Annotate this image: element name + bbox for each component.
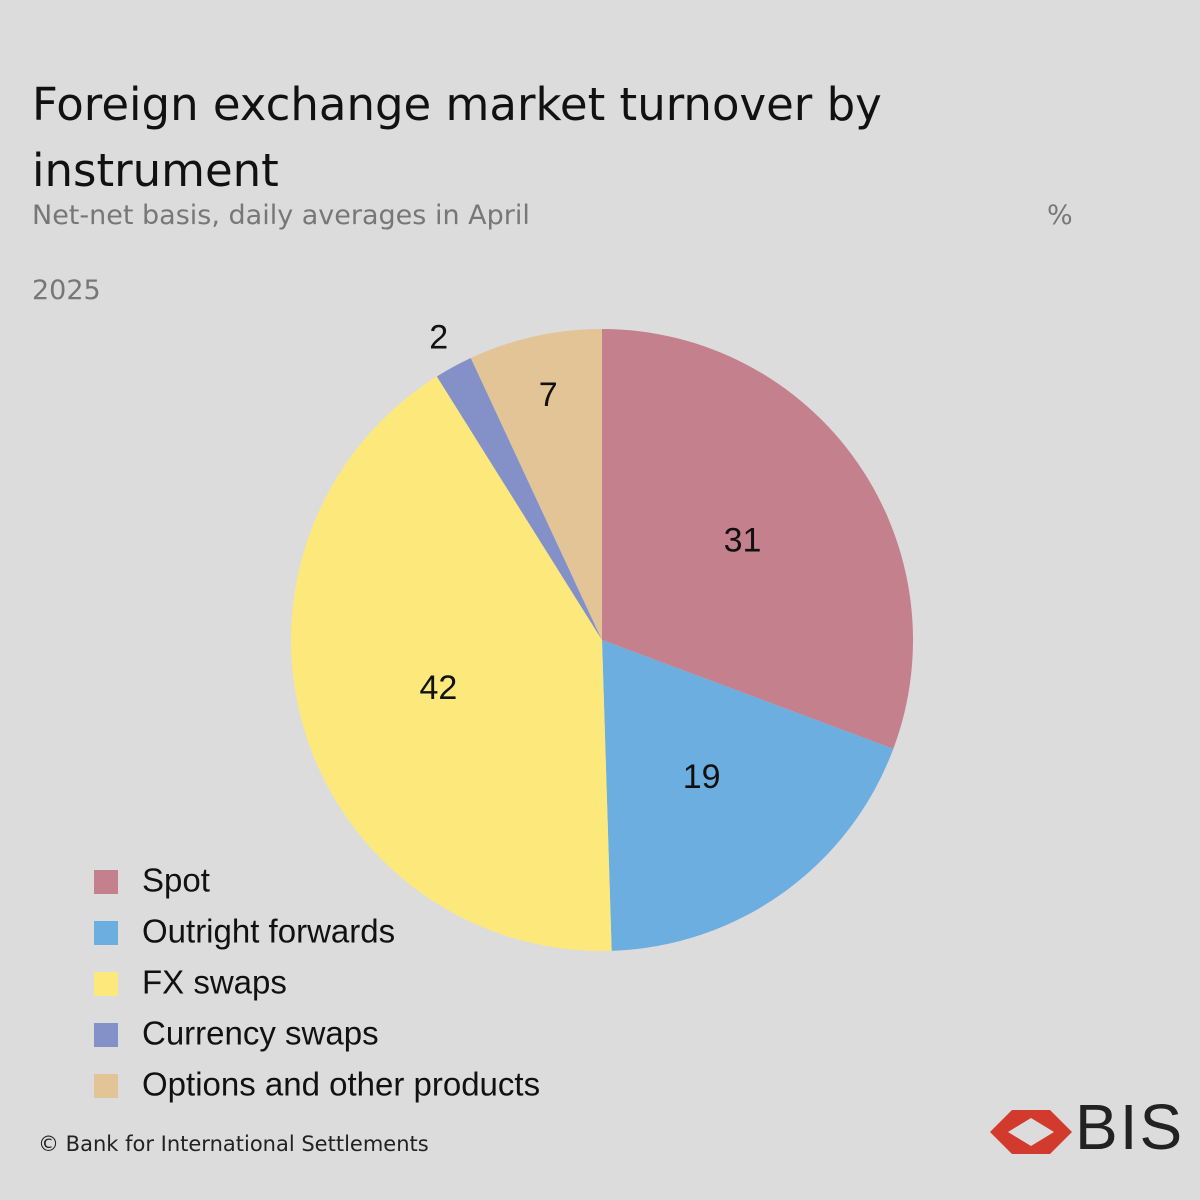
slice-label: 42: [419, 669, 457, 707]
period-label: 2025: [32, 275, 101, 306]
legend-swatch: [94, 921, 118, 945]
legend-label: Currency swaps: [142, 1015, 379, 1052]
slice-label: 7: [539, 376, 558, 414]
legend-label: Outright forwards: [142, 913, 395, 950]
legend-swatch: [94, 870, 118, 894]
logo-mark: [990, 1110, 1072, 1154]
legend-swatch: [94, 972, 118, 996]
chart-title: Foreign exchange market turnover by inst…: [32, 78, 882, 197]
legend-label: Options and other products: [142, 1066, 540, 1103]
source-note: © Bank for International Settlements: [38, 1132, 429, 1156]
chart-subtitle: Net-net basis, daily averages in April: [32, 200, 530, 231]
slice-label: 19: [683, 758, 721, 796]
slice-label: 2: [429, 318, 448, 356]
legend-swatch: [94, 1074, 118, 1098]
logo-cutout: [1008, 1118, 1054, 1146]
logo-text: BIS: [1075, 1091, 1185, 1163]
pie-slice: [602, 329, 914, 749]
legend-swatch: [94, 1023, 118, 1047]
pie-slice: [291, 376, 612, 952]
unit-label: %: [1047, 200, 1073, 231]
legend-label: Spot: [142, 862, 210, 899]
pie-slice: [470, 329, 602, 640]
pie-slice: [436, 358, 602, 640]
legend-label: FX swaps: [142, 964, 287, 1001]
pie-slice: [602, 640, 894, 951]
slice-label: 31: [724, 521, 762, 559]
